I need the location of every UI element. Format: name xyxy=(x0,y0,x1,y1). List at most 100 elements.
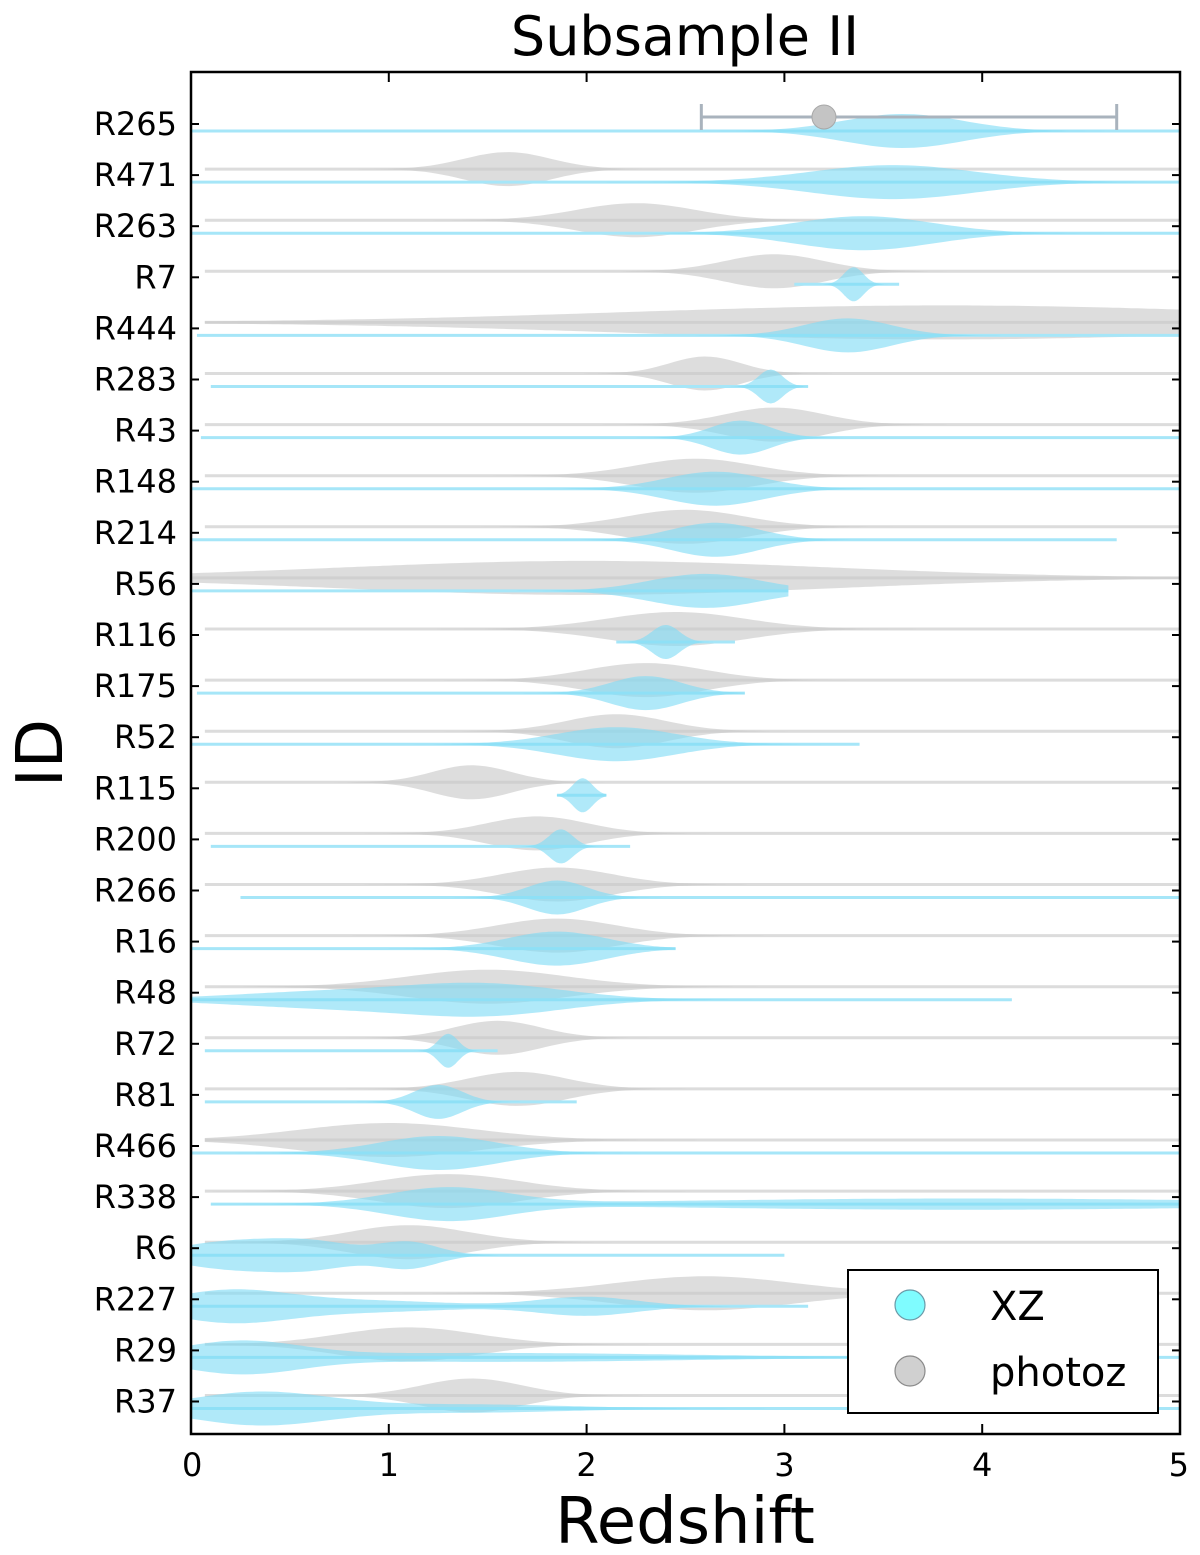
y-tick-label: R116 xyxy=(94,616,177,654)
x-tick-label: 2 xyxy=(576,1446,596,1484)
violin-xz-R56-body xyxy=(191,573,789,608)
violin-photoz-R7-body xyxy=(204,254,1180,289)
violin-xz-R52 xyxy=(191,727,860,762)
violin-xz-R175-body xyxy=(196,676,745,711)
y-axis-label: ID xyxy=(4,719,78,787)
violin-photoz-R200-body xyxy=(204,816,1180,851)
violin-xz-R444 xyxy=(196,318,1180,353)
violin-xz-R48-body xyxy=(191,982,1012,1017)
errorbar-point xyxy=(811,104,837,130)
violin-xz-R81 xyxy=(204,1084,577,1119)
y-tick-label: R227 xyxy=(94,1280,177,1318)
y-tick-label: R6 xyxy=(134,1229,177,1267)
violin-xz-R29-body xyxy=(191,1340,1180,1375)
violin-xz-R116 xyxy=(616,625,735,659)
y-tick-label: R16 xyxy=(114,923,177,961)
violin-photoz-R263 xyxy=(204,203,1180,238)
violin-photoz-R266 xyxy=(204,867,1180,902)
violin-photoz-R116-body xyxy=(204,612,1180,646)
violin-xz-R266 xyxy=(240,880,1180,915)
violin-xz-R115-body xyxy=(556,778,607,813)
legend-photoz-label: photoz xyxy=(990,1350,1126,1396)
violin-photoz-R283-body xyxy=(204,356,1180,391)
y-tick-label: R466 xyxy=(94,1127,177,1165)
violin-photoz-R52 xyxy=(204,714,1180,749)
violin-xz-R148 xyxy=(191,471,1180,506)
violin-xz-R7 xyxy=(794,267,900,302)
violin-xz-R283 xyxy=(210,369,809,404)
violin-xz-R265-body xyxy=(191,114,1180,148)
y-tick-label: R7 xyxy=(134,258,177,296)
y-tick-label: R265 xyxy=(94,105,177,143)
violin-photoz-R52-body xyxy=(204,714,1180,749)
violin-photoz-R43 xyxy=(204,407,1180,442)
y-tick-label: R175 xyxy=(94,667,177,705)
violin-xz-R466-body xyxy=(191,1136,1180,1170)
violin-photoz-R37-body xyxy=(204,1378,1180,1413)
violin-xz-R214 xyxy=(191,522,1117,557)
legend-xz-label: XZ xyxy=(990,1284,1045,1330)
y-tick-label: R56 xyxy=(114,565,177,603)
violin-xz-R6-body xyxy=(191,1238,785,1273)
y-tick-label: R444 xyxy=(94,309,177,347)
y-tick-label: R29 xyxy=(114,1331,177,1369)
violin-photoz-R200 xyxy=(204,816,1180,851)
x-tick-label: 3 xyxy=(774,1446,794,1484)
y-tick-label: R283 xyxy=(94,361,177,399)
violin-xz-R115 xyxy=(556,778,607,813)
violin-xz-R227 xyxy=(191,1289,809,1324)
violin-xz-R265 xyxy=(191,114,1180,148)
violin-xz-R56 xyxy=(191,573,789,608)
y-tick-label: R214 xyxy=(94,514,177,552)
x-tick-label: 1 xyxy=(379,1446,399,1484)
violin-photoz-R266-body xyxy=(204,867,1180,902)
x-tick-label: 5 xyxy=(1169,1446,1189,1484)
violin-photoz-R471-body xyxy=(204,152,1180,187)
violin-photoz-R115 xyxy=(204,765,1180,800)
violin-xz-R72 xyxy=(204,1033,498,1068)
violin-xz-R444-body xyxy=(196,318,1180,353)
violin-xz-R227-body xyxy=(191,1289,809,1324)
violin-xz-R48 xyxy=(191,982,1012,1017)
y-tick-label: R72 xyxy=(114,1025,177,1063)
violin-xz-R263 xyxy=(191,216,1180,251)
example-errorbar xyxy=(699,104,1119,130)
violin-xz-R200-body xyxy=(210,829,631,864)
violin-xz-R466 xyxy=(191,1136,1180,1170)
y-tick-label: R200 xyxy=(94,820,177,858)
violin-xz-R6 xyxy=(191,1238,785,1273)
y-tick-label: R471 xyxy=(94,156,177,194)
violin-photoz-R175 xyxy=(204,663,1180,698)
violin-photoz-R7 xyxy=(204,254,1180,289)
y-tick-label: R115 xyxy=(94,769,177,807)
x-axis-label: Redshift xyxy=(555,1485,815,1555)
y-tick-label: R48 xyxy=(114,974,177,1012)
y-tick-label: R263 xyxy=(94,207,177,245)
violin-xz-R471-body xyxy=(191,165,1180,200)
legend: XZ photoz xyxy=(847,1269,1159,1414)
violin-xz-R81-body xyxy=(204,1084,577,1119)
violin-xz-R37-body xyxy=(191,1391,1180,1426)
violin-photoz-R81-body xyxy=(204,1071,1180,1106)
y-tick-label: R81 xyxy=(114,1076,177,1114)
legend-photoz-marker xyxy=(894,1355,926,1387)
violin-xz-R43-body xyxy=(200,420,1180,455)
y-tick-label: R43 xyxy=(114,412,177,450)
y-tick-label: R338 xyxy=(94,1178,177,1216)
violin-photoz-R116 xyxy=(204,612,1180,646)
violin-layer xyxy=(191,114,1180,1426)
violin-xz-R16 xyxy=(191,931,676,966)
chart-title: Subsample II xyxy=(511,5,859,68)
violin-photoz-R81 xyxy=(204,1071,1180,1106)
violin-photoz-R263-body xyxy=(204,203,1180,238)
legend-xz-marker xyxy=(894,1289,926,1321)
x-tick-label: 0 xyxy=(182,1446,202,1484)
violin-xz-R471 xyxy=(191,165,1180,200)
violin-xz-R16-body xyxy=(191,931,676,966)
y-tick-label: R266 xyxy=(94,872,177,910)
y-tick-label: R148 xyxy=(94,463,177,501)
violin-xz-R263-body xyxy=(191,216,1180,251)
violin-xz-R116-body xyxy=(616,625,735,659)
violin-xz-R214-body xyxy=(191,522,1117,557)
